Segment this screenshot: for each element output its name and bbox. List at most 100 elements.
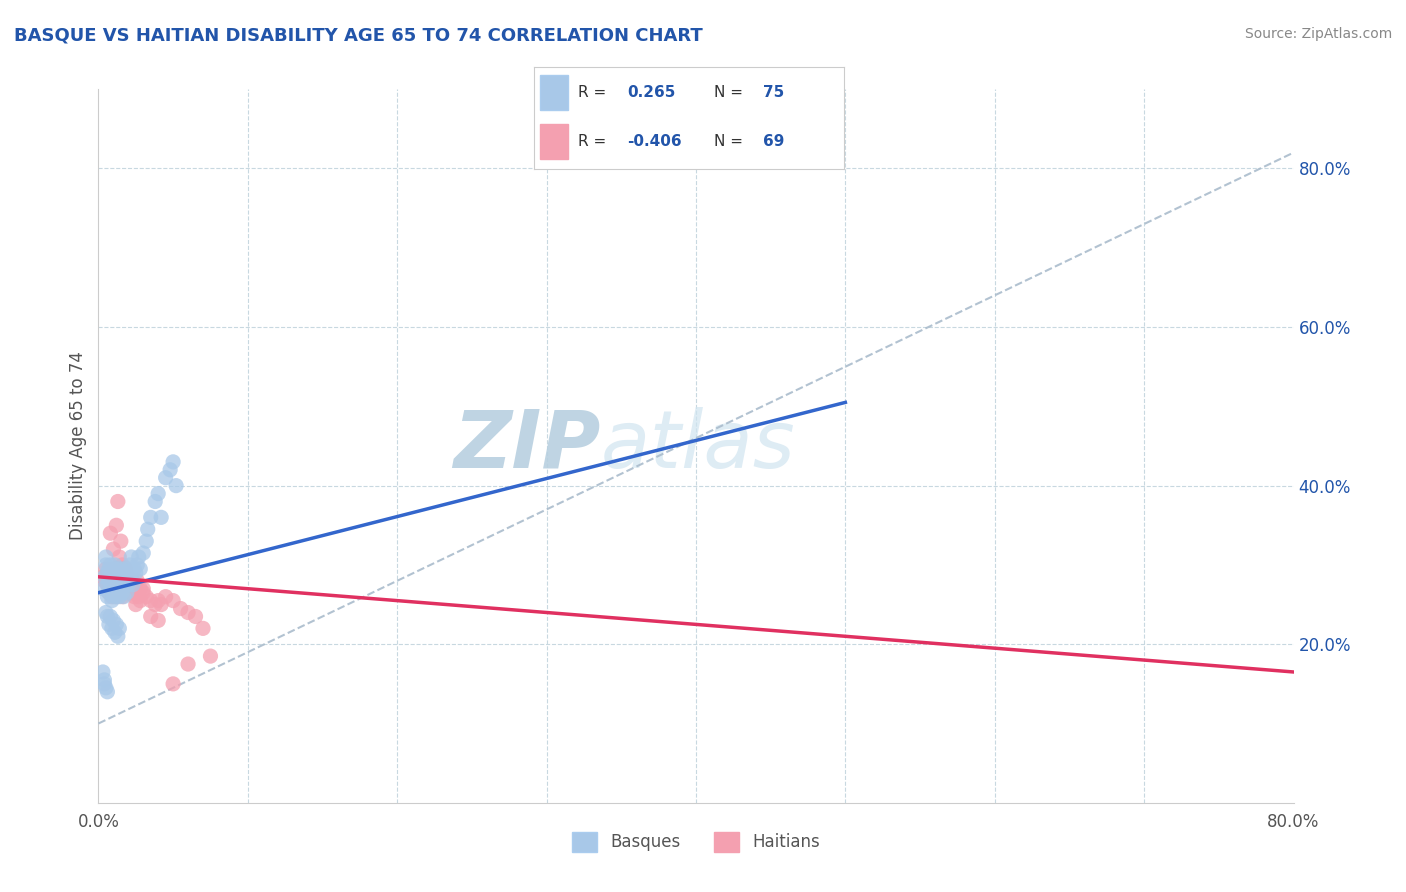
Point [125, 566, 148, 580]
Point [103, 574, 125, 588]
Text: 0.265: 0.265 [627, 85, 675, 100]
Point [121, 578, 143, 592]
Point [108, 562, 131, 576]
Point [112, 590, 135, 604]
Point [125, 598, 148, 612]
Point [118, 585, 141, 599]
Point [108, 621, 131, 635]
Point [120, 585, 142, 599]
Point [101, 593, 124, 607]
Point [97, 585, 120, 599]
Point [110, 582, 132, 596]
Point [100, 570, 122, 584]
Point [91, 570, 114, 584]
Point [162, 455, 184, 469]
Point [114, 562, 136, 576]
Point [148, 486, 170, 500]
Point [120, 570, 142, 584]
Point [117, 562, 139, 576]
Point [108, 590, 131, 604]
Point [103, 542, 125, 557]
Point [121, 574, 143, 588]
Point [101, 590, 124, 604]
Point [104, 558, 127, 572]
Point [110, 534, 132, 549]
Point [112, 562, 135, 576]
Point [120, 549, 142, 564]
Point [103, 562, 125, 576]
Text: ZIP: ZIP [453, 407, 600, 485]
Point [114, 578, 136, 592]
Point [103, 562, 125, 576]
Point [97, 574, 120, 588]
Point [101, 566, 124, 580]
Point [101, 578, 124, 592]
Point [105, 617, 128, 632]
Point [100, 526, 122, 541]
Point [96, 578, 118, 592]
Bar [540, 124, 568, 159]
Point [115, 574, 138, 588]
Point [107, 582, 129, 596]
Point [111, 558, 134, 572]
Point [91, 582, 114, 596]
Text: 75: 75 [763, 85, 785, 100]
Point [117, 578, 139, 592]
Point [115, 585, 138, 599]
Text: R =: R = [578, 85, 606, 100]
Point [105, 562, 128, 576]
Point [112, 570, 135, 584]
Point [136, 522, 159, 536]
Point [117, 578, 139, 592]
Point [108, 574, 131, 588]
Point [105, 574, 128, 588]
Point [105, 518, 128, 533]
Point [111, 574, 134, 588]
Point [104, 570, 127, 584]
Point [135, 590, 157, 604]
Point [162, 593, 184, 607]
Point [96, 578, 118, 592]
Point [150, 598, 173, 612]
Point [114, 562, 136, 576]
Point [107, 562, 129, 576]
Point [94, 558, 117, 572]
Point [143, 494, 166, 508]
Point [139, 510, 162, 524]
Point [111, 585, 134, 599]
Point [148, 593, 170, 607]
Point [104, 582, 127, 596]
Text: Source: ZipAtlas.com: Source: ZipAtlas.com [1244, 27, 1392, 41]
Text: R =: R = [578, 135, 606, 149]
Point [132, 546, 155, 560]
Point [100, 582, 122, 596]
Point [112, 585, 135, 599]
Point [200, 649, 222, 664]
Point [105, 590, 128, 604]
Point [155, 590, 177, 604]
Point [103, 574, 125, 588]
Point [96, 609, 118, 624]
Point [97, 617, 120, 632]
Point [94, 606, 117, 620]
Point [108, 549, 131, 564]
Point [114, 574, 136, 588]
Point [100, 582, 122, 596]
Point [103, 614, 125, 628]
Point [110, 566, 132, 580]
Point [125, 582, 148, 596]
Point [129, 582, 152, 596]
Point [155, 471, 177, 485]
Legend: Basques, Haitians: Basques, Haitians [565, 825, 827, 859]
Point [139, 609, 162, 624]
Point [162, 677, 184, 691]
Point [124, 590, 146, 604]
Point [129, 593, 152, 607]
Point [184, 609, 207, 624]
Point [127, 558, 149, 572]
Point [110, 582, 132, 596]
Point [93, 574, 115, 588]
Point [104, 625, 127, 640]
Point [177, 606, 200, 620]
Point [132, 582, 155, 596]
